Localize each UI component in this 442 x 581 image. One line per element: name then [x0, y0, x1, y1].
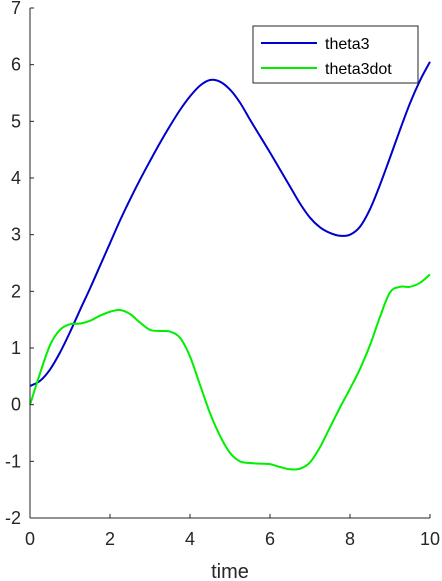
x-tick-label: 8 — [345, 529, 355, 549]
y-ticks: -2 -1 0 1 2 3 4 5 6 7 — [5, 0, 34, 528]
x-ticks: 0 2 4 6 8 10 — [25, 514, 440, 549]
x-axis-label: time — [211, 561, 249, 581]
x-tick-label: 0 — [25, 529, 35, 549]
series-line-theta3dot — [29, 273, 431, 471]
legend-label-theta3dot: theta3dot — [325, 61, 392, 78]
legend-box — [252, 25, 419, 84]
legend-label-theta3: theta3 — [325, 36, 370, 53]
x-tick-label: 10 — [420, 529, 440, 549]
series-layer — [29, 61, 431, 471]
y-tick-label: 6 — [11, 55, 21, 75]
y-tick-label: 2 — [11, 281, 21, 301]
y-tick-label: 7 — [11, 0, 21, 18]
series-line-theta3 — [29, 61, 431, 387]
y-tick-label: -1 — [5, 451, 21, 471]
x-tick-label: 6 — [265, 529, 275, 549]
y-tick-label: 4 — [11, 168, 21, 188]
y-tick-label: 1 — [11, 338, 21, 358]
y-tick-label: 0 — [11, 395, 21, 415]
axes — [29, 8, 430, 519]
x-tick-label: 2 — [105, 529, 115, 549]
y-tick-label: -2 — [5, 508, 21, 528]
y-tick-label: 5 — [11, 111, 21, 131]
legend: theta3 theta3dot — [252, 25, 419, 84]
y-tick-label: 3 — [11, 225, 21, 245]
x-tick-label: 4 — [185, 529, 195, 549]
